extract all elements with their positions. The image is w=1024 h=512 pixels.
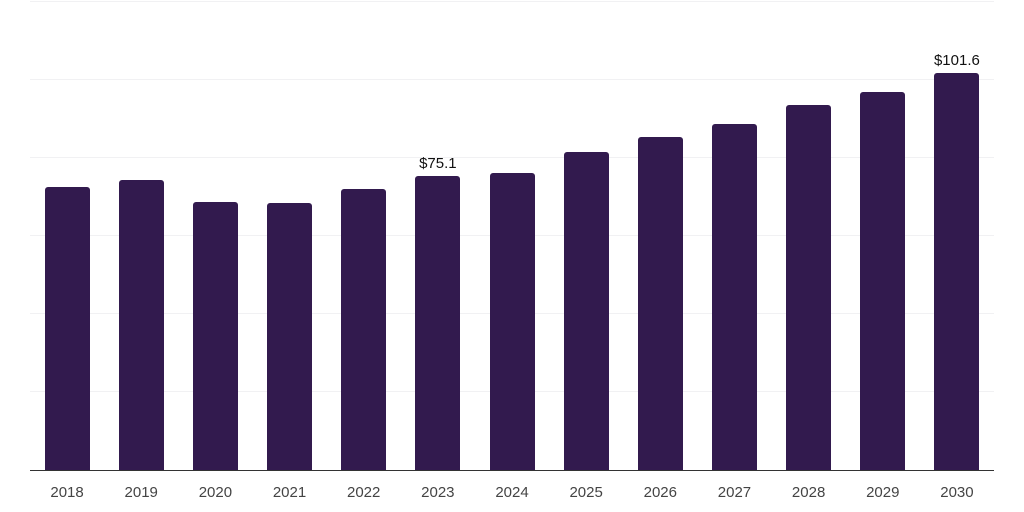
bar-2022 xyxy=(341,189,387,470)
gridline-80 xyxy=(30,156,994,158)
x-tick-label-2028: 2028 xyxy=(791,484,826,501)
bar-2019 xyxy=(118,179,164,470)
x-tick-label-2024: 2024 xyxy=(495,484,529,501)
x-tick-label-2029: 2029 xyxy=(866,484,900,501)
bar-2026 xyxy=(637,137,683,470)
x-tick-label-2025: 2025 xyxy=(569,484,603,501)
bar-2021 xyxy=(267,203,313,470)
bar-2027 xyxy=(711,124,757,470)
x-tick-label-2023: 2023 xyxy=(421,484,455,501)
x-tick-label-2019: 2019 xyxy=(124,484,158,501)
x-tick-label-2026: 2026 xyxy=(643,484,677,501)
bar-2020 xyxy=(192,201,238,470)
x-tick-label-2021: 2021 xyxy=(272,484,307,501)
bar-2018 xyxy=(44,187,90,470)
x-tick-label-2020: 2020 xyxy=(198,484,233,501)
bar-2029 xyxy=(860,92,906,470)
bar-2025 xyxy=(563,151,609,470)
x-axis-line xyxy=(30,469,994,471)
x-tick-label-2022: 2022 xyxy=(347,484,381,501)
plot-area: $75.1 $101.6 xyxy=(30,0,994,470)
bar-2028 xyxy=(786,104,832,470)
x-tick-label-2018: 2018 xyxy=(50,484,84,501)
x-tick-label-2027: 2027 xyxy=(717,484,752,501)
x-tick-label-2030: 2030 xyxy=(940,484,974,501)
bar-2024 xyxy=(489,172,535,470)
bar-2023 xyxy=(415,176,461,470)
data-label-2030: $101.6 xyxy=(933,51,980,69)
gridline-120 xyxy=(30,0,994,2)
data-label-2023: $75.1 xyxy=(419,155,457,173)
gridline-100 xyxy=(30,78,994,80)
bar-2030 xyxy=(934,72,980,470)
